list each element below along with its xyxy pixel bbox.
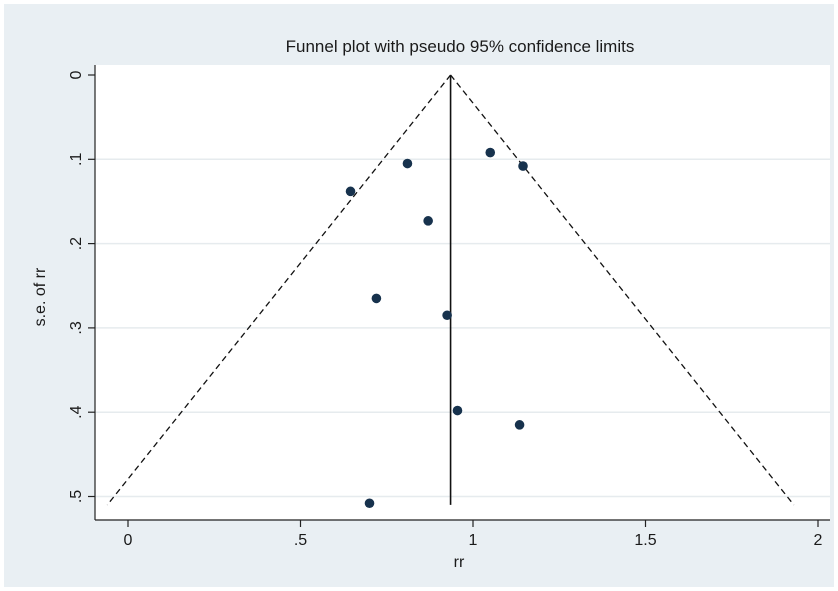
data-point-0: [485, 147, 496, 158]
x-tick-label-1: .5: [294, 532, 307, 549]
x-axis-title: rr: [454, 554, 465, 571]
y-tick-label-5: .5: [68, 490, 85, 503]
chart-title: Funnel plot with pseudo 95% confidence l…: [286, 37, 635, 56]
y-tick-label-0: 0: [68, 70, 85, 79]
data-point-6: [442, 310, 452, 321]
x-tick-label-0: 0: [124, 532, 133, 549]
data-point-3: [345, 186, 356, 197]
data-point-8: [514, 420, 525, 430]
y-tick-label-1: .1: [68, 153, 85, 166]
x-axis: 0 .5 1 1.5 2: [95, 519, 830, 549]
data-point-4: [423, 216, 433, 226]
y-tick-label-3: .3: [68, 321, 85, 334]
y-tick-label-4: .4: [68, 405, 85, 418]
funnel-left-limit: [106, 74, 452, 506]
y-axis-title: s.e. of rr: [32, 267, 49, 326]
data-points: [345, 147, 528, 509]
data-point-2: [518, 161, 528, 171]
funnel-lines: [106, 74, 795, 506]
funnel-right-limit: [450, 74, 795, 506]
plot-area: [95, 65, 830, 520]
data-point-5: [371, 293, 382, 304]
x-tick-label-2: 1: [469, 532, 478, 549]
data-point-7: [452, 405, 463, 416]
grid-lines: [95, 158, 830, 498]
y-axis: 0 .1 .2 .3 .4 .5: [68, 65, 96, 520]
x-tick-label-4: 2: [814, 532, 823, 549]
y-tick-label-2: .2: [68, 237, 85, 250]
data-point-9: [364, 498, 375, 509]
data-point-1: [402, 158, 413, 169]
x-tick-label-3: 1.5: [634, 532, 656, 549]
